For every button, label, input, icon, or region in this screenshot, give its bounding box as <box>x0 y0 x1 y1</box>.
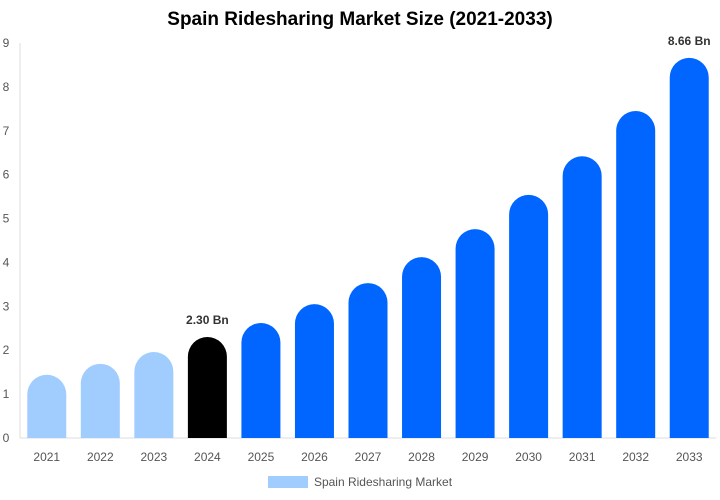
x-tick-label: 2032 <box>622 450 649 464</box>
x-tick-label: 2033 <box>676 450 703 464</box>
bar-2030 <box>509 194 549 438</box>
y-tick-label: 6 <box>3 168 10 182</box>
legend: Spain Ridesharing Market <box>0 475 720 489</box>
x-tick-label: 2022 <box>87 450 114 464</box>
bar-2027 <box>348 283 388 438</box>
x-tick-label: 2031 <box>569 450 596 464</box>
x-tick-label: 2023 <box>140 450 167 464</box>
bar-2025 <box>241 323 281 438</box>
data-label-2033: 8.66 Bn <box>668 34 711 48</box>
x-tick-label: 2026 <box>301 450 328 464</box>
y-tick-label: 8 <box>3 80 10 94</box>
bar-2022 <box>80 363 120 438</box>
x-tick-label: 2021 <box>33 450 60 464</box>
bar-2026 <box>294 304 334 438</box>
y-tick-label: 3 <box>3 299 10 313</box>
y-tick-label: 7 <box>3 124 10 138</box>
x-tick-label: 2024 <box>194 450 221 464</box>
y-tick-label: 1 <box>3 387 10 401</box>
bar-2021 <box>27 374 67 438</box>
y-tick-label: 5 <box>3 212 10 226</box>
y-tick-label: 4 <box>3 255 10 269</box>
legend-label: Spain Ridesharing Market <box>313 475 453 489</box>
y-tick-label: 9 <box>3 36 10 50</box>
chart-title: Spain Ridesharing Market Size (2021-2033… <box>167 9 553 30</box>
x-tick-label: 2025 <box>248 450 275 464</box>
x-tick-label: 2027 <box>355 450 382 464</box>
bar-2028 <box>402 257 442 438</box>
bar-2032 <box>616 111 656 439</box>
bar-2033 <box>669 57 709 438</box>
bar-2029 <box>455 229 495 438</box>
bar-2023 <box>134 351 174 438</box>
y-tick-label: 0 <box>3 431 10 445</box>
x-tick-label: 2028 <box>408 450 435 464</box>
data-label-2024: 2.30 Bn <box>186 313 229 327</box>
x-tick-label: 2029 <box>462 450 489 464</box>
legend-swatch <box>267 476 308 488</box>
x-tick-label: 2030 <box>515 450 542 464</box>
bar-2024 <box>187 337 227 438</box>
bar-2031 <box>562 156 602 438</box>
y-tick-label: 2 <box>3 343 10 357</box>
